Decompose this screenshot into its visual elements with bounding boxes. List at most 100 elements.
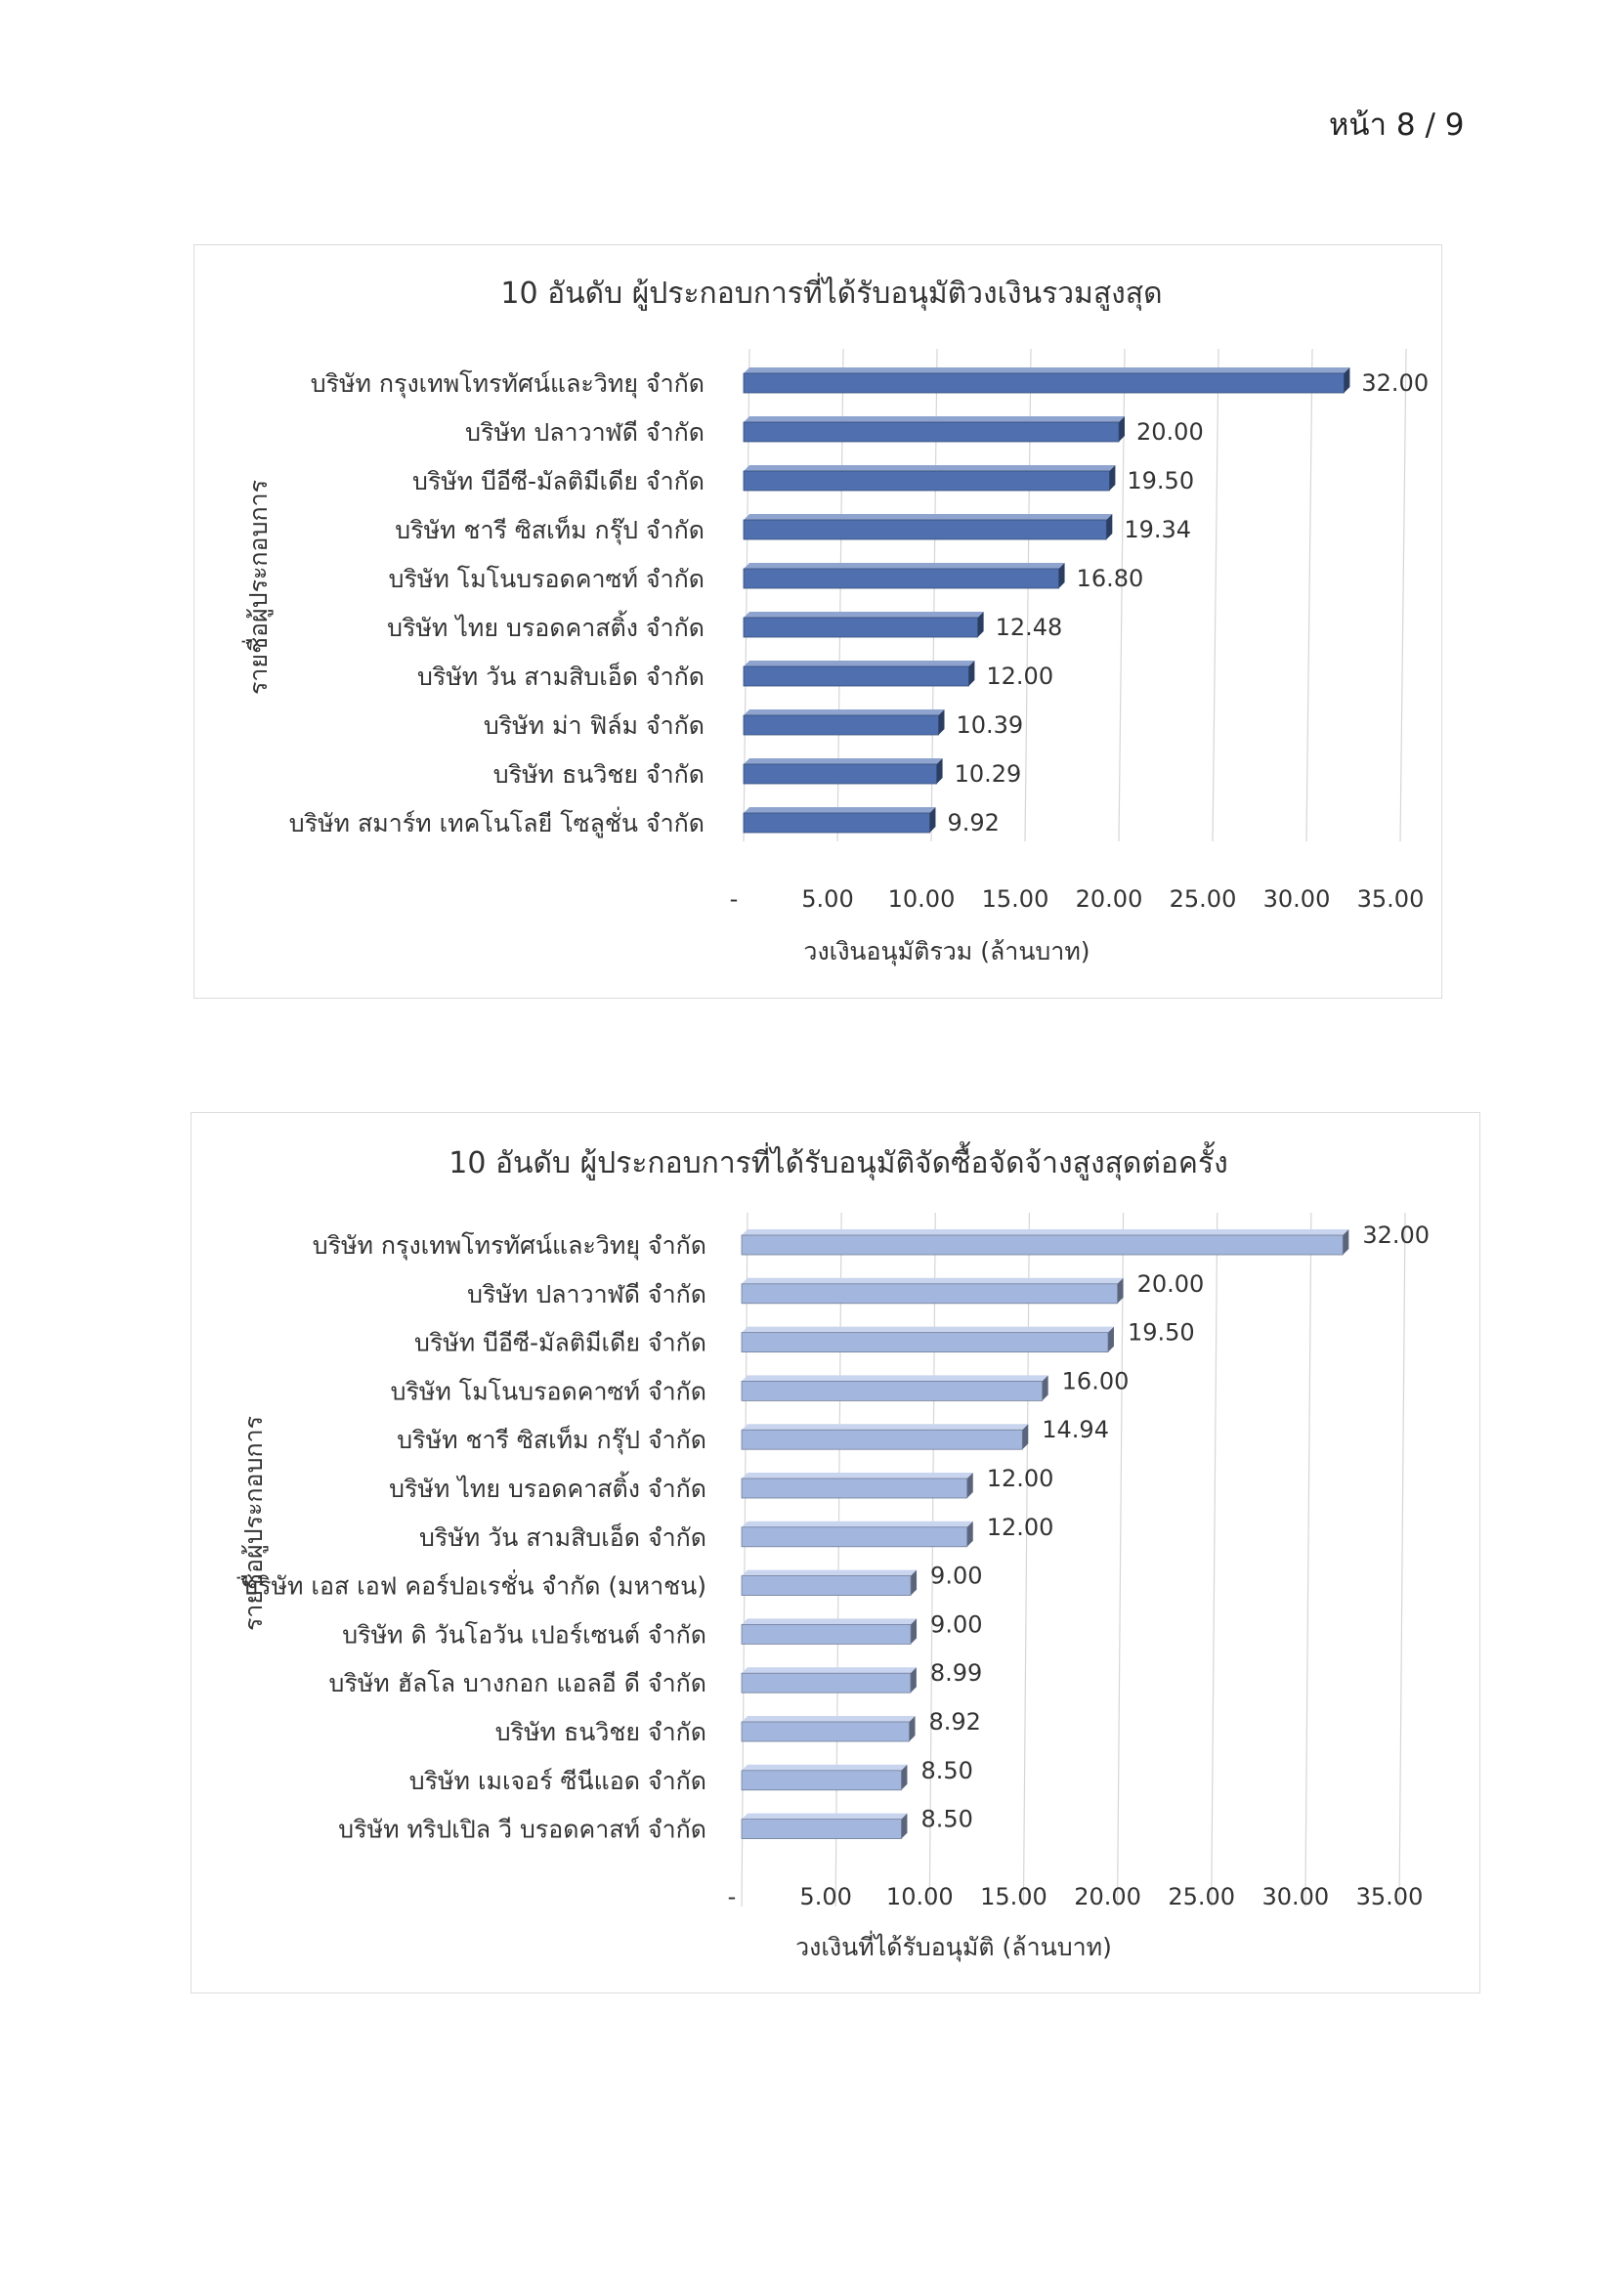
c2-bar-front [741, 1672, 912, 1693]
c2-value-label: 16.00 [1062, 1367, 1130, 1394]
c1-category-label: บริษัท ไทย บรอดคาสติ้ง จำกัด [387, 610, 705, 642]
c2-bar [741, 1716, 916, 1742]
c1-bar-front [743, 714, 939, 736]
c1-value-label: 12.48 [996, 614, 1063, 641]
c1-bar-front [743, 470, 1110, 492]
c1-bar-front [743, 812, 930, 834]
c2-gridline [1022, 1212, 1031, 1908]
c1-category-label: บริษัท สมาร์ท เทคโนโลยี โซลูชั่น จำกัด [289, 806, 705, 838]
c2-category-label: บริษัท วัน สามสิบเอ็ด จำกัด [419, 1522, 706, 1552]
c1-category-label: บริษัท ปลาวาฬดี จำกัด [465, 418, 705, 447]
c1-gridline [1212, 348, 1219, 842]
c2-bar-top [742, 1473, 973, 1479]
c2-value-label: 8.92 [929, 1708, 981, 1736]
c2-bar-side [966, 1521, 973, 1547]
c1-value-label: 10.29 [955, 760, 1022, 788]
c2-tick-label: 35.00 [1356, 1883, 1424, 1910]
c2-bar [741, 1424, 1029, 1450]
c1-tick-label: 15.00 [982, 885, 1049, 913]
c2-bar-front [741, 1380, 1044, 1401]
chart-top-approved-total: 10 อันดับ ผู้ประกอบการที่ได้รับอนุมัติวง… [193, 244, 1442, 999]
c2-bar [741, 1521, 973, 1548]
c2-bar-top [742, 1229, 1349, 1235]
c1-bar [743, 416, 1125, 443]
c1-bar [743, 563, 1065, 589]
c2-category-label: บริษัท ฮัลโล บางกอก แอลอี ดี จำกัด [329, 1669, 706, 1697]
c1-category-label: บริษัท วัน สามสิบเอ็ด จำกัด [417, 662, 705, 691]
c2-bar [741, 1667, 917, 1693]
c2-bar-top [742, 1716, 916, 1722]
c1-category-label: บริษัท ม่า ฟิล์ม จำกัด [484, 711, 705, 740]
c1-bar-top [744, 465, 1116, 471]
c1-bar [743, 612, 984, 638]
c2-bar [741, 1764, 908, 1791]
c1-x-axis-title: วงเงินอนุมัติรวม (ล้านบาท) [803, 937, 1090, 966]
c2-value-label: 9.00 [930, 1563, 982, 1590]
c1-bar-side [1106, 514, 1113, 539]
c1-bar [743, 367, 1350, 394]
c2-bar-top [742, 1375, 1048, 1382]
c2-bar-top [742, 1618, 918, 1625]
c1-bar-top [744, 758, 943, 764]
c1-value-label: 9.92 [947, 809, 999, 836]
c1-tick-label: 30.00 [1263, 885, 1331, 913]
c2-bar-side [911, 1569, 918, 1596]
c1-tick-label: 35.00 [1357, 885, 1425, 913]
chart-top-procurement-per-time-svg: 10 อันดับ ผู้ประกอบการที่ได้รับอนุมัติจั… [236, 1141, 1430, 1962]
c2-category-label: บริษัท ชารี ซิสเท็ม กรุ๊ป จำกัด [397, 1425, 706, 1455]
c2-value-label: 12.00 [987, 1465, 1054, 1492]
c2-category-label: บริษัท ธนวิชย จำกัด [495, 1718, 706, 1746]
c2-bar-top [742, 1667, 917, 1674]
c2-value-label: 8.50 [920, 1757, 972, 1784]
c1-value-label: 19.50 [1127, 467, 1194, 494]
c1-tick-label: 20.00 [1076, 885, 1143, 913]
c2-gridline [834, 1212, 842, 1908]
c1-bar-top [744, 514, 1113, 520]
chart-top-approved-total-svg: 10 อันดับ ผู้ประกอบการที่ได้รับอนุมัติวง… [241, 273, 1429, 966]
c2-bar-front [741, 1819, 902, 1839]
c1-tick-label: 10.00 [888, 885, 956, 913]
c2-value-label: 19.50 [1128, 1319, 1195, 1347]
c1-bar-top [744, 416, 1125, 422]
c2-tick-label: 15.00 [980, 1883, 1047, 1910]
c2-category-label: บริษัท กรุงเทพโทรทัศน์และวิทยุ จำกัด [313, 1231, 706, 1261]
c1-bar-front [743, 617, 979, 638]
c1-category-label: บริษัท ธนวิชย จำกัด [493, 760, 705, 789]
c2-bar-side [901, 1813, 908, 1839]
c1-bar-top [744, 367, 1350, 373]
c2-bar-side [1107, 1326, 1114, 1352]
c2-bar [741, 1277, 1124, 1305]
c1-bar-top [744, 709, 945, 715]
c2-bar-front [741, 1575, 912, 1597]
c1-gridline [1399, 348, 1407, 842]
c2-bar-side [1117, 1277, 1124, 1304]
c2-bar-top [742, 1424, 1029, 1431]
c2-bar-top [742, 1764, 908, 1771]
c1-bar [743, 661, 975, 687]
c1-bar-side [1119, 416, 1125, 442]
c2-category-label: บริษัท ไทย บรอดคาสติ้ง จำกัด [389, 1471, 706, 1503]
c1-category-label: บริษัท โมโนบรอดคาซท์ จำกัด [389, 565, 705, 593]
c2-category-label: บริษัท โมโนบรอดคาซท์ จำกัด [391, 1377, 706, 1405]
c1-bar-side [929, 807, 936, 833]
c2-bar-side [910, 1667, 917, 1693]
c1-bar-side [938, 709, 945, 735]
c2-bar-front [741, 1332, 1109, 1353]
c2-title: 10 อันดับ ผู้ประกอบการที่ได้รับอนุมัติจั… [449, 1141, 1227, 1181]
c1-value-label: 16.80 [1077, 565, 1144, 592]
c1-tick-label: 5.00 [801, 885, 853, 913]
c2-tick-label: 5.00 [799, 1883, 851, 1910]
c2-bar [741, 1813, 908, 1839]
c2-tick-label: - [728, 1883, 737, 1910]
c1-bar-side [977, 612, 984, 637]
c1-bar-side [1109, 465, 1116, 491]
c1-tick-label: - [730, 885, 739, 913]
c2-gridline [1211, 1212, 1218, 1908]
c1-bar-side [968, 661, 975, 686]
c2-tick-label: 25.00 [1168, 1883, 1235, 1910]
c2-category-label: บริษัท ทริปเปิล วี บรอดคาสท์ จำกัด [338, 1816, 706, 1844]
c2-category-label: บริษัท บีอีซี-มัลติมีเดีย จำกัด [414, 1329, 706, 1357]
c2-gridline [1398, 1212, 1406, 1908]
c1-bar [743, 465, 1116, 492]
c2-bar [741, 1569, 918, 1597]
